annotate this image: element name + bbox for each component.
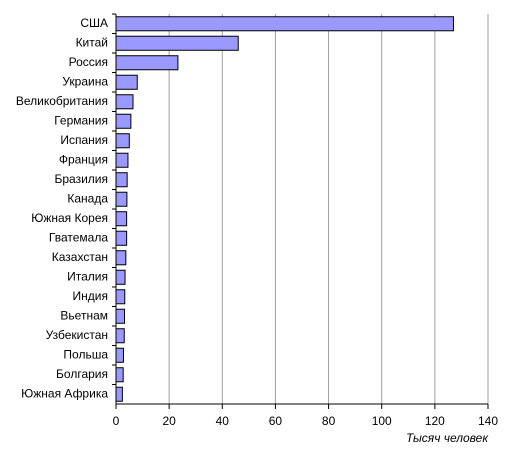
x-tick-label: 20 bbox=[162, 414, 176, 428]
bar bbox=[115, 386, 123, 402]
bar bbox=[115, 172, 128, 188]
bar bbox=[115, 55, 179, 71]
y-tick-label: Украина bbox=[62, 74, 108, 88]
x-tick-label: 140 bbox=[478, 414, 498, 428]
bar bbox=[115, 74, 138, 90]
bar bbox=[115, 347, 124, 363]
y-tick-label: Южная Африка bbox=[21, 386, 108, 400]
y-tick-label: Италия bbox=[67, 269, 108, 283]
bar bbox=[115, 133, 130, 149]
x-tick-label: 80 bbox=[322, 414, 336, 428]
y-tick-label: Китай bbox=[76, 35, 108, 49]
bar bbox=[115, 308, 126, 324]
bar bbox=[115, 152, 129, 168]
bar bbox=[115, 328, 125, 344]
y-tick-label: Испания bbox=[60, 133, 108, 147]
y-tick-label: Узбекистан bbox=[46, 328, 108, 342]
bar bbox=[115, 250, 127, 266]
y-tick-label: Германия bbox=[54, 113, 108, 127]
x-tick-label: 60 bbox=[269, 414, 283, 428]
y-tick-label: Болгария bbox=[56, 367, 108, 381]
y-tick-label: Южная Корея bbox=[31, 211, 108, 225]
y-tick-label: Россия bbox=[69, 55, 108, 69]
bar bbox=[115, 191, 128, 207]
y-tick-label: Польша bbox=[63, 347, 108, 361]
y-tick-label: Великобритания bbox=[16, 94, 108, 108]
bar bbox=[115, 289, 126, 305]
x-axis-label: Тысяч человек bbox=[406, 431, 489, 445]
y-tick-label: Индия bbox=[73, 289, 108, 303]
y-tick-label: Бразилия bbox=[55, 172, 109, 186]
x-tick-label: 40 bbox=[216, 414, 230, 428]
y-tick-label: Вьетнам bbox=[60, 308, 108, 322]
bar bbox=[115, 94, 134, 110]
bar bbox=[115, 367, 124, 383]
y-tick-label: США bbox=[80, 16, 108, 30]
y-tick-label: Канада bbox=[67, 191, 108, 205]
y-tick-label: Гватемала bbox=[49, 230, 108, 244]
x-tick-label: 120 bbox=[425, 414, 445, 428]
bar bbox=[115, 16, 454, 32]
bar bbox=[115, 35, 239, 51]
bar bbox=[115, 269, 126, 285]
bar bbox=[115, 230, 128, 246]
bar bbox=[115, 211, 128, 227]
bar bbox=[115, 113, 132, 129]
y-tick-label: Казахстан bbox=[52, 250, 108, 264]
y-tick-label: Франция bbox=[59, 152, 108, 166]
x-tick-label: 100 bbox=[372, 414, 392, 428]
x-tick-label: 0 bbox=[113, 414, 120, 428]
